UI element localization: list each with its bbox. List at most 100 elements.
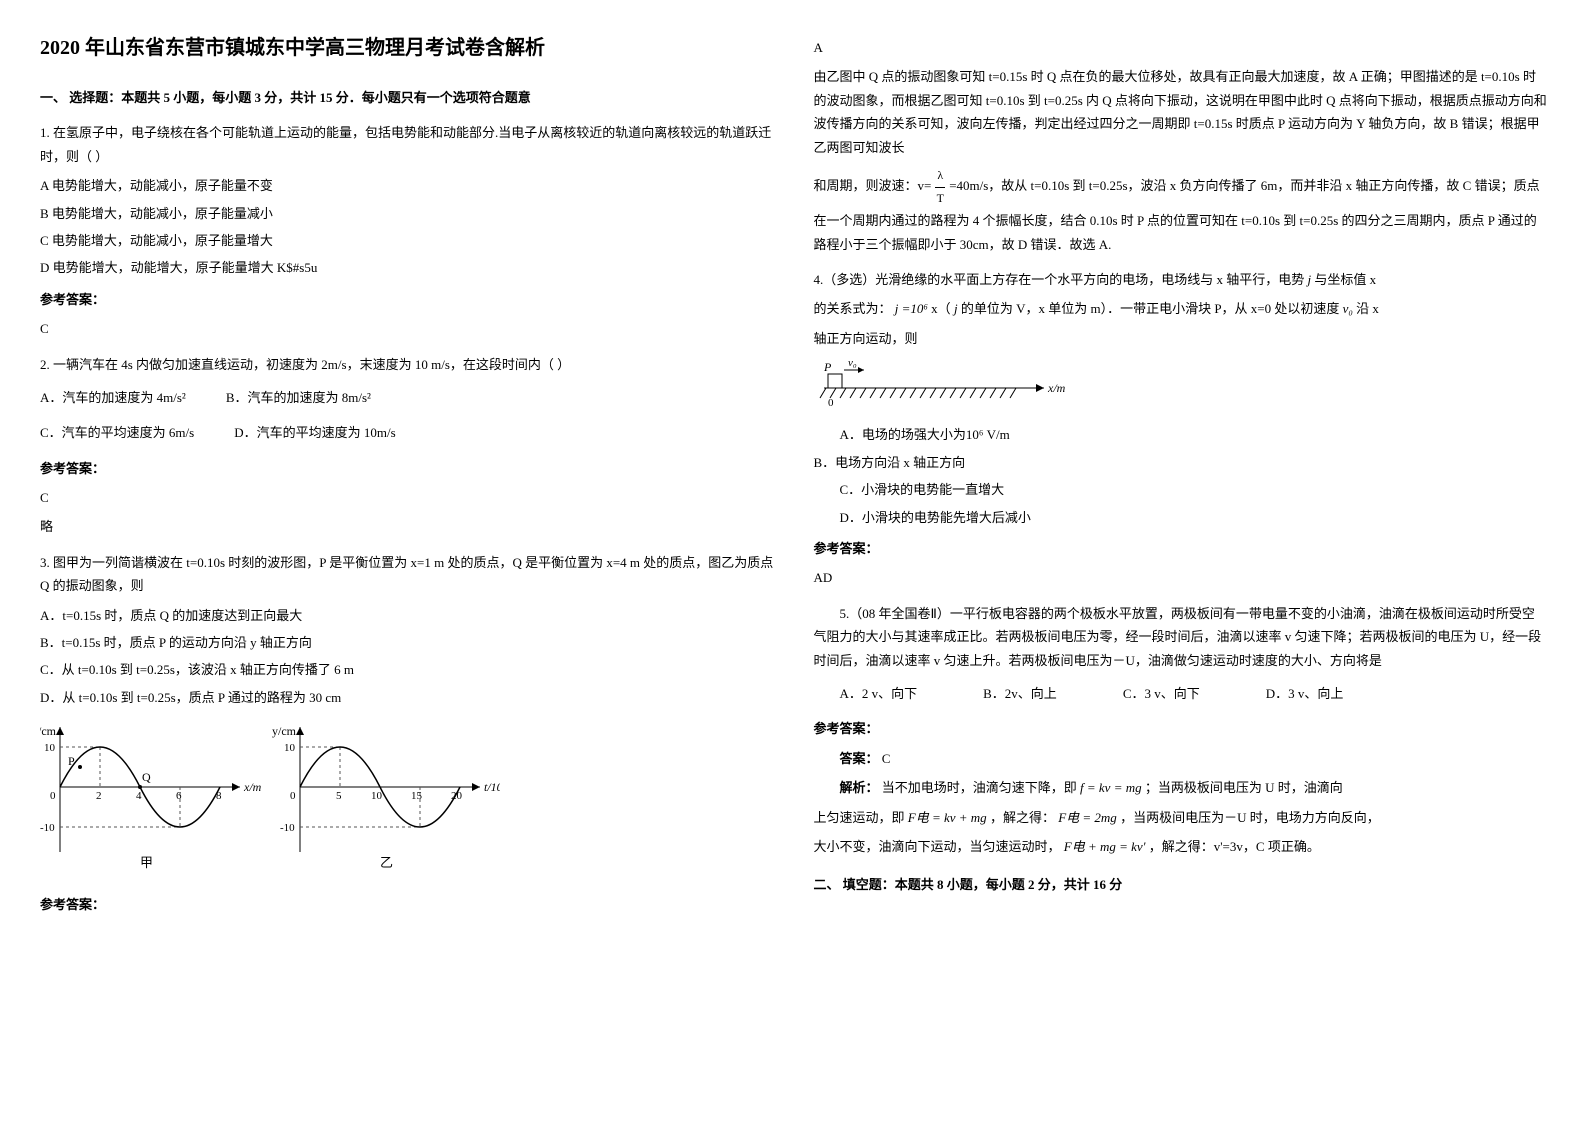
svg-text:v₀: v₀	[848, 358, 857, 369]
q4-line1: 4.（多选）光滑绝缘的水平面上方存在一个水平方向的电场，电场线与 x 轴平行，电…	[814, 268, 1548, 291]
q5-e2: 上匀速运动，即	[814, 810, 905, 825]
q5-ans: C	[882, 751, 891, 766]
question-2: 2. 一辆汽车在 4s 内做匀加速直线运动，初速度为 2m/s，末速度为 10 …	[40, 353, 774, 539]
q4-unitj: j	[954, 301, 958, 316]
q3-optA: A．t=0.15s 时，质点 Q 的加速度达到正向最大	[40, 604, 774, 627]
q1-ans-label: 参考答案：	[40, 288, 774, 311]
q5-e1: 当不加电场时，油滴匀速下降，即	[882, 780, 1077, 795]
q4-t2d: 沿 x	[1356, 301, 1379, 316]
svg-text:-10: -10	[280, 822, 295, 834]
chart1-ylabel: y/cm	[40, 724, 57, 738]
q5-e3: 大小不变，油滴向下运动，当匀速运动时，	[814, 839, 1061, 854]
q1-optC: C 电势能增大，动能减小，原子能量增大	[40, 229, 774, 252]
q1-ans: C	[40, 317, 774, 340]
section2-head: 二、 填空题：本题共 8 小题，每小题 2 分，共计 16 分	[814, 873, 1548, 896]
svg-text:0: 0	[50, 790, 56, 802]
q3-text: 3. 图甲为一列简谐横波在 t=0.10s 时刻的波形图，P 是平衡位置为 x=…	[40, 551, 774, 598]
question-5: 5.（08 年全国卷Ⅱ）一平行板电容器的两个极板水平放置，两极板间有一带电量不变…	[814, 602, 1548, 859]
q1-text: 1. 在氢原子中，电子绕核在各个可能轨道上运动的能量，包括电势能和动能部分.当电…	[40, 121, 774, 168]
q4-t1: 4.（多选）光滑绝缘的水平面上方存在一个水平方向的电场，电场线与 x 轴平行，电…	[814, 272, 1305, 287]
svg-text:15: 15	[411, 790, 423, 802]
q4-optD: D．小滑块的电势能先增大后减小	[814, 506, 1548, 529]
q3-ans-A: A	[814, 36, 1548, 59]
svg-text:10: 10	[284, 742, 296, 754]
q4-t1b: 与坐标值 x	[1314, 272, 1376, 287]
chart1-P: P	[68, 754, 75, 768]
block-diagram-svg: P v₀ 0 x/m	[814, 358, 1074, 408]
svg-text:10: 10	[44, 742, 56, 754]
q5-text: 5.（08 年全国卷Ⅱ）一平行板电容器的两个极板水平放置，两极板间有一带电量不变…	[814, 602, 1548, 672]
frac-lambda-T: λ T	[935, 165, 946, 209]
q5-eq4: F电 + mg = kv'	[1064, 839, 1146, 854]
svg-text:8: 8	[216, 790, 222, 802]
q5-ans-label: 参考答案：	[814, 717, 1548, 740]
frac-num: λ	[935, 165, 945, 188]
svg-text:6: 6	[176, 790, 182, 802]
q4-line3: 轴正方向运动，则	[814, 327, 1548, 350]
q5-e1b: ；当两极板间电压为 U 时，油滴向	[1145, 780, 1343, 795]
svg-text:5: 5	[336, 790, 342, 802]
q4-phi: j	[1308, 272, 1312, 287]
frac-den: T	[935, 188, 946, 210]
q4-optA: A．电场的场强大小为10⁶ V/m	[814, 423, 1548, 446]
chart2-caption: 乙	[380, 855, 393, 870]
svg-text:0: 0	[290, 790, 296, 802]
q3-ans-label: 参考答案：	[40, 893, 774, 916]
svg-text:20: 20	[451, 790, 463, 802]
q1-optB: B 电势能增大，动能减小，原子能量减小	[40, 202, 774, 225]
chart1-caption: 甲	[140, 855, 153, 870]
q4-line2: 的关系式为： j =10⁶ x（ j 的单位为 V，x 单位为 m）．一带正电小…	[814, 297, 1548, 320]
q1-optA: A 电势能增大，动能减小，原子能量不变	[40, 174, 774, 197]
q5-eq1: f = kv = mg	[1080, 780, 1142, 795]
svg-text:4: 4	[136, 790, 142, 802]
q5-e2c: ，当两极间电压为－U 时，电场力方向反向，	[1120, 810, 1380, 825]
q5-eq3: F电 = 2mg	[1058, 810, 1117, 825]
q2-ans2: 略	[40, 515, 774, 538]
q5-optD: D．3 v、向上	[1240, 682, 1344, 705]
q5-optB: B．2v、向上	[957, 682, 1057, 705]
q3-optB: B．t=0.15s 时，质点 P 的运动方向沿 y 轴正方向	[40, 631, 774, 654]
q3-figures: y/cm x/m 10 -10 0 2 4	[40, 717, 774, 884]
svg-text:0: 0	[828, 397, 834, 408]
q4-t2: 的关系式为：	[814, 301, 892, 316]
q3-expl1: 由乙图中 Q 点的振动图象可知 t=0.15s 时 Q 点在负的最大位移处，故具…	[814, 65, 1548, 159]
q3-optD: D．从 t=0.10s 到 t=0.25s，质点 P 通过的路程为 30 cm	[40, 686, 774, 709]
q5-expl-line3: 大小不变，油滴向下运动，当匀速运动时， F电 + mg = kv' ，解之得：v…	[814, 835, 1548, 858]
q4-optB: B．电场方向沿 x 轴正方向	[814, 451, 1548, 474]
wave-charts-svg: y/cm x/m 10 -10 0 2 4	[40, 717, 500, 877]
q5-expl-head: 解析：	[840, 780, 879, 795]
chart-yi: y/cm t/10⁻²s 10 -10 0 5 10 15 20	[272, 724, 500, 870]
q3-expl2: 和周期，则波速：v= λ T =40m/s，故从 t=0.10s 到 t=0.2…	[814, 165, 1548, 256]
q2-ans-label: 参考答案：	[40, 457, 774, 480]
q4-t2c: 的单位为 V，x 单位为 m）．一带正电小滑块 P，从 x=0 处以初速度	[961, 301, 1340, 316]
q2-ans: C	[40, 486, 774, 509]
svg-text:-10: -10	[40, 822, 55, 834]
q5-expl-block: 解析： 当不加电场时，油滴匀速下降，即 f = kv = mg ；当两极板间电压…	[814, 776, 1548, 799]
q5-expl-line2: 上匀速运动，即 F电 = kv + mg ，解之得： F电 = 2mg ，当两极…	[814, 806, 1548, 829]
q4-ans-label: 参考答案：	[814, 537, 1548, 560]
svg-text:2: 2	[96, 790, 102, 802]
q4-t2b: x（	[931, 301, 951, 316]
q5-ans-head: 答案：	[840, 751, 879, 766]
q4-diagram: P v₀ 0 x/m	[814, 358, 1548, 415]
q5-optA: A．2 v、向下	[814, 682, 918, 705]
question-1: 1. 在氢原子中，电子绕核在各个可能轨道上运动的能量，包括电势能和动能部分.当电…	[40, 121, 774, 340]
chart1-Q: Q	[142, 770, 151, 784]
chart1-xlabel: x/m	[243, 780, 262, 794]
question-3: 3. 图甲为一列简谐横波在 t=0.10s 时刻的波形图，P 是平衡位置为 x=…	[40, 551, 774, 916]
q5-e2b: ，解之得：	[990, 810, 1055, 825]
section1-head: 一、 选择题：本题共 5 小题，每小题 3 分，共计 15 分．每小题只有一个选…	[40, 86, 774, 109]
q5-e3b: ，解之得：v'=3v，C 项正确。	[1149, 839, 1320, 854]
q2-optA: A．汽车的加速度为 4m/s²	[40, 386, 186, 409]
chart-jia: y/cm x/m 10 -10 0 2 4	[40, 724, 262, 870]
q2-optD: D．汽车的平均速度为 10m/s	[234, 421, 395, 444]
q5-optC: C．3 v、向下	[1097, 682, 1200, 705]
chart2-ylabel: y/cm	[272, 724, 297, 738]
svg-text:P: P	[823, 360, 832, 374]
q4-v0: v₀	[1343, 301, 1353, 316]
q4-ans: AD	[814, 566, 1548, 589]
q2-text: 2. 一辆汽车在 4s 内做匀加速直线运动，初速度为 2m/s，末速度为 10 …	[40, 353, 774, 376]
q1-optD: D 电势能增大，动能增大，原子能量增大 K$#s5u	[40, 256, 774, 279]
question-4: 4.（多选）光滑绝缘的水平面上方存在一个水平方向的电场，电场线与 x 轴平行，电…	[814, 268, 1548, 590]
q4-optC: C．小滑块的电势能一直增大	[814, 478, 1548, 501]
